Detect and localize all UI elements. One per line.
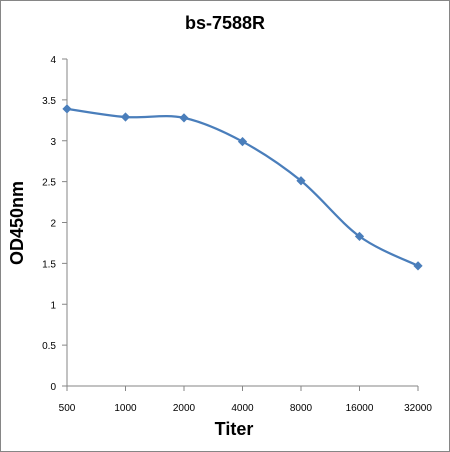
y-tick-label: 1.5 [42,259,56,270]
y-axis-title: OD450nm [7,181,27,265]
y-tick-label: 1 [50,300,56,311]
x-tick-label: 8000 [290,403,313,414]
data-point-marker [179,113,189,123]
y-tick-label: 4 [50,55,56,66]
data-point-marker [296,176,306,186]
y-tick-label: 3.5 [42,96,56,107]
data-point-marker [237,136,248,147]
y-tick-label: 2.5 [42,178,56,189]
x-axis-title: Titer [215,419,254,439]
data-point-marker [354,231,365,242]
series-line [65,107,420,267]
series-layer [62,104,423,271]
x-tick-label: 32000 [404,403,432,414]
y-tick-label: 0 [50,382,56,393]
y-axis: 0 0.5 1 1.5 2 2.5 3 3.5 4 [42,55,68,393]
x-axis: 500 1000 2000 4000 8000 16000 32000 [59,385,432,414]
x-tick-label: 4000 [231,403,254,414]
y-tick-label: 3 [50,137,56,148]
x-tick-label: 1000 [114,403,137,414]
x-tick-label: 16000 [346,403,374,414]
data-point-marker [413,261,423,271]
y-tick-label: 2 [50,219,56,230]
chart-title: bs-7588R [185,13,265,33]
x-tick-label: 2000 [173,403,196,414]
x-tick-label: 500 [59,403,76,414]
data-point-marker [62,104,72,114]
data-point-marker [120,112,131,122]
y-tick-label: 0.5 [42,341,56,352]
